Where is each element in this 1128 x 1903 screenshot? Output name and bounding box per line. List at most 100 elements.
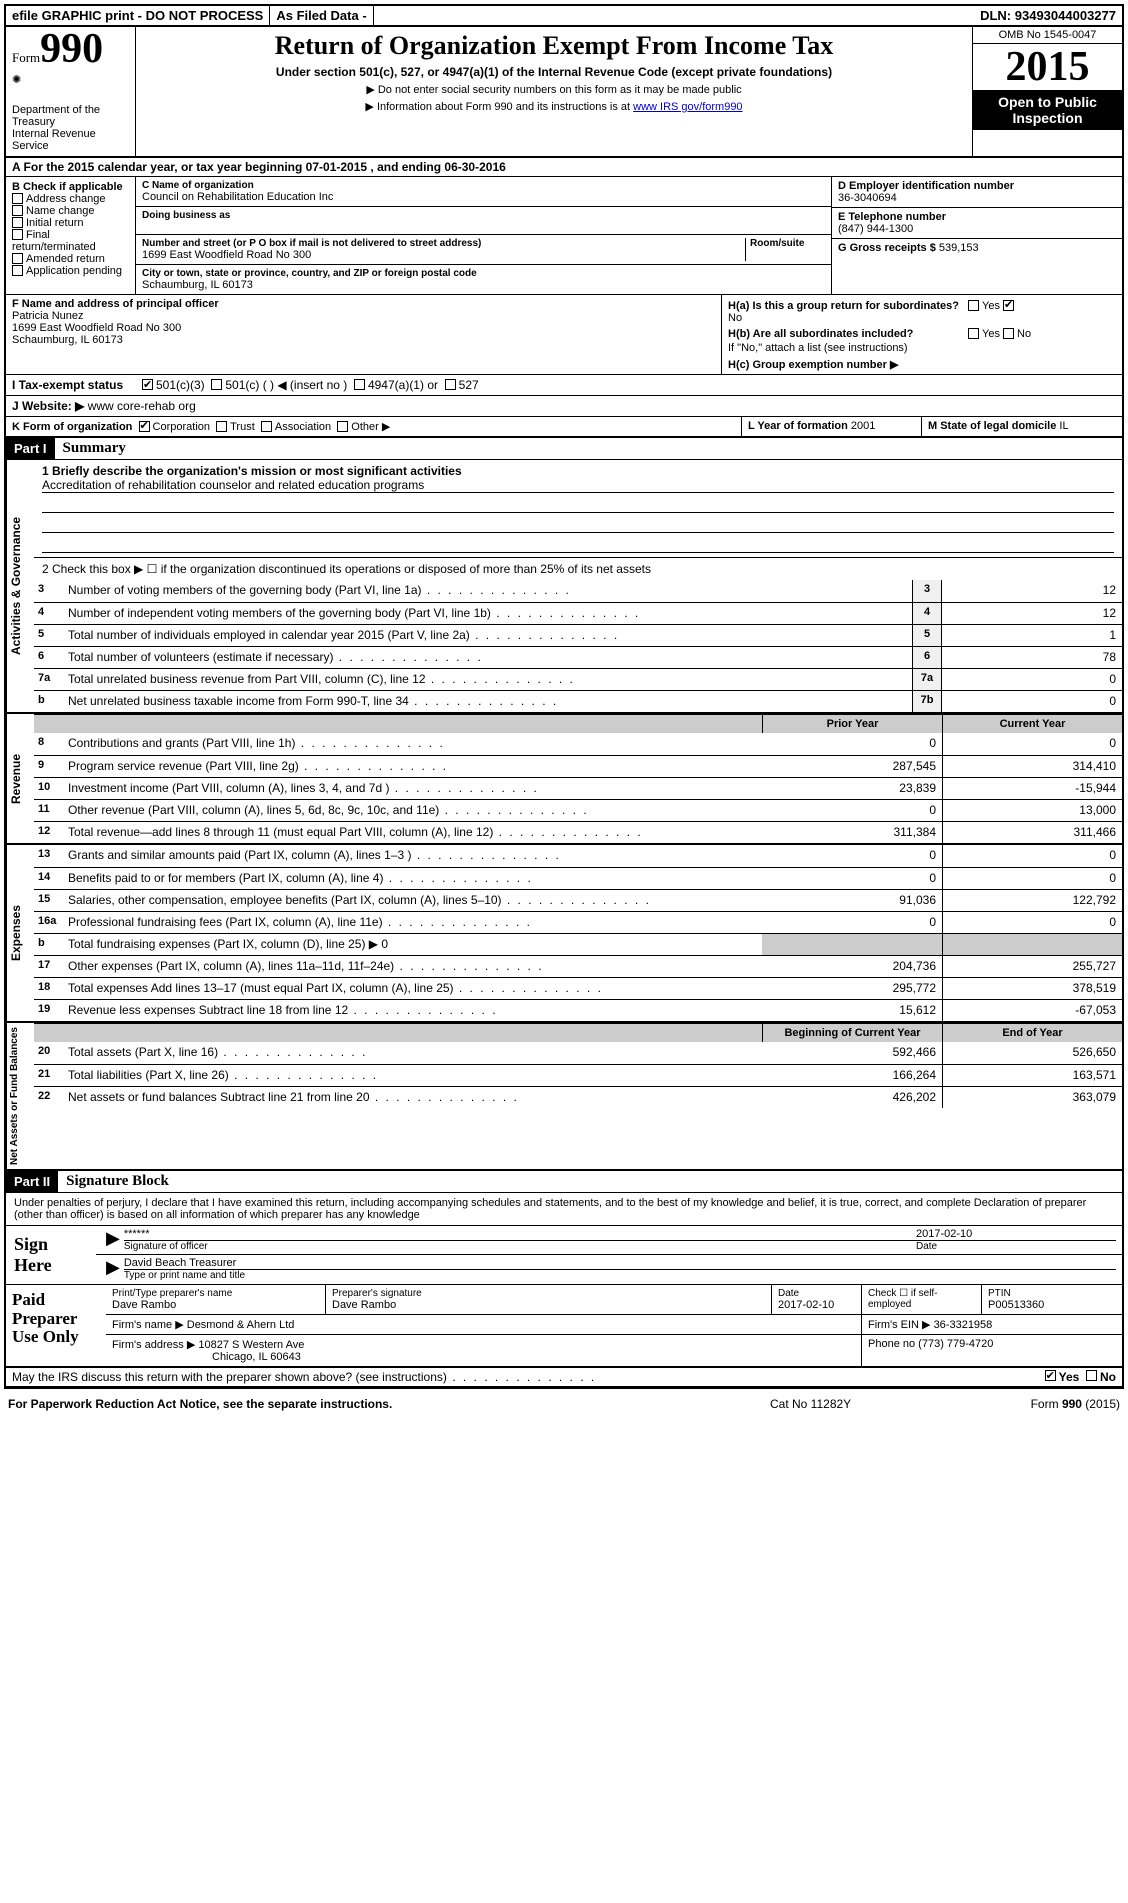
chk-final-return[interactable] [12, 229, 23, 240]
m-value: IL [1059, 420, 1068, 432]
self-employed-label: Check ☐ if self-employed [868, 1288, 975, 1310]
paid-preparer-block: Paid Preparer Use Only Print/Type prepar… [6, 1285, 1122, 1368]
chk-trust[interactable] [216, 421, 227, 432]
line-num: 12 [34, 822, 64, 843]
row-klm: K Form of organization Corporation Trust… [6, 417, 1122, 438]
irs-link[interactable]: www IRS gov/form990 [633, 101, 742, 113]
line-prior [762, 934, 942, 955]
col-b-head: B Check if applicable [12, 181, 129, 193]
room-label: Room/suite [750, 238, 825, 249]
line-desc: Number of voting members of the governin… [64, 580, 912, 602]
form-ref: Form 990 (2015) [970, 1397, 1120, 1411]
chk-ha-no[interactable] [1003, 300, 1014, 311]
chk-4947[interactable] [354, 379, 365, 390]
row-a-pre: A For the 2015 calendar year, or tax yea… [12, 160, 306, 174]
line-num: 21 [34, 1065, 64, 1086]
row-a-end: 06-30-2016 [444, 160, 505, 174]
chk-application-pending[interactable] [12, 265, 23, 276]
line-1-mission: 1 Briefly describe the organization's mi… [34, 460, 1122, 557]
line-num: 20 [34, 1042, 64, 1064]
org-name: Council on Rehabilitation Education Inc [142, 191, 825, 203]
officer-name: Patricia Nunez [12, 310, 715, 322]
line-prior: 15,612 [762, 1000, 942, 1021]
row-a-begin: 07-01-2015 [306, 160, 367, 174]
part-ii-tag: Part II [6, 1171, 58, 1192]
hc-label: H(c) Group exemption number ▶ [728, 358, 1116, 371]
chk-hb-no[interactable] [1003, 328, 1014, 339]
chk-initial-return[interactable] [12, 217, 23, 228]
line-current: 0 [942, 733, 1122, 755]
chk-discuss-no[interactable] [1086, 1370, 1097, 1381]
firm-ein: 36-3321958 [934, 1319, 993, 1331]
chk-amended-return[interactable] [12, 253, 23, 264]
col-h-group: H(a) Is this a group return for subordin… [722, 295, 1122, 374]
summary-line: 7aTotal unrelated business revenue from … [34, 668, 1122, 690]
chk-discuss-yes[interactable] [1045, 1370, 1056, 1381]
firm-addr1: 10827 S Western Ave [198, 1339, 304, 1351]
page-footer: For Paperwork Reduction Act Notice, see … [0, 1393, 1128, 1415]
summary-line: 15Salaries, other compensation, employee… [34, 889, 1122, 911]
lbl-discuss-yes: Yes [1059, 1370, 1080, 1384]
chk-assoc[interactable] [261, 421, 272, 432]
na-head-end: End of Year [942, 1024, 1122, 1042]
m-label: M State of legal domicile [928, 420, 1056, 432]
lbl-address-change: Address change [26, 193, 106, 205]
chk-501c[interactable] [211, 379, 222, 390]
dln-label: DLN: [980, 8, 1011, 23]
line-prior: 287,545 [762, 756, 942, 777]
lbl-assoc: Association [275, 421, 331, 433]
hb-note: If "No," attach a list (see instructions… [728, 342, 1116, 354]
line-desc: Total unrelated business revenue from Pa… [64, 669, 912, 690]
line-num: 5 [34, 625, 64, 646]
line-num: 3 [34, 580, 64, 602]
summary-line: 6Total number of volunteers (estimate if… [34, 646, 1122, 668]
lbl-initial-return: Initial return [26, 217, 83, 229]
phone-label: E Telephone number [838, 211, 1116, 223]
chk-501c3[interactable] [142, 379, 153, 390]
chk-ha-yes[interactable] [968, 300, 979, 311]
sign-date: 2017-02-10 [916, 1228, 1116, 1240]
website-label: J Website: ▶ [12, 399, 84, 413]
line-prior: 592,466 [762, 1042, 942, 1064]
line-desc: Total number of individuals employed in … [64, 625, 912, 646]
line-key: 6 [912, 647, 942, 668]
k-label: K Form of organization [12, 421, 132, 433]
lbl-501c: 501(c) ( ) ◀ (insert no ) [225, 378, 347, 392]
line-num: 19 [34, 1000, 64, 1021]
signature-label: Signature of officer [124, 1240, 916, 1252]
gross-value: 539,153 [939, 242, 979, 254]
rev-head-prior: Prior Year [762, 715, 942, 733]
header-left: Form990 ✺ Department of the Treasury Int… [6, 27, 136, 156]
lbl-name-change: Name change [26, 205, 95, 217]
prep-name-label: Print/Type preparer's name [112, 1288, 319, 1299]
may-irs-discuss: May the IRS discuss this return with the… [6, 1368, 1122, 1387]
top-bar: efile GRAPHIC print - DO NOT PROCESS As … [6, 6, 1122, 27]
section-revenue: Revenue Prior Year Current Year 8Contrib… [6, 714, 1122, 845]
line-num: 17 [34, 956, 64, 977]
chk-527[interactable] [445, 379, 456, 390]
summary-line: 16aProfessional fundraising fees (Part I… [34, 911, 1122, 933]
chk-hb-yes[interactable] [968, 328, 979, 339]
line-val: 12 [942, 580, 1122, 602]
summary-line: 3Number of voting members of the governi… [34, 580, 1122, 602]
may-irs-text: May the IRS discuss this return with the… [12, 1370, 1045, 1384]
chk-name-change[interactable] [12, 205, 23, 216]
sign-here-block: Sign Here ▶ ****** Signature of officer … [6, 1226, 1122, 1285]
sign-word: Sign [14, 1234, 88, 1255]
signature-stars: ****** [124, 1228, 916, 1240]
summary-line: 5Total number of individuals employed in… [34, 624, 1122, 646]
line-prior: 0 [762, 845, 942, 867]
cat-no: Cat No 11282Y [770, 1397, 970, 1411]
chk-other[interactable] [337, 421, 348, 432]
exempt-label: I Tax-exempt status [12, 378, 142, 392]
officer-label: F Name and address of principal officer [12, 298, 715, 310]
summary-line: 10Investment income (Part VIII, column (… [34, 777, 1122, 799]
line-desc: Program service revenue (Part VIII, line… [64, 756, 762, 777]
chk-address-change[interactable] [12, 193, 23, 204]
summary-line: 4Number of independent voting members of… [34, 602, 1122, 624]
line-current: 255,727 [942, 956, 1122, 977]
line-desc: Other revenue (Part VIII, column (A), li… [64, 800, 762, 821]
preparer-word: Preparer [12, 1310, 100, 1329]
chk-corp[interactable] [139, 421, 150, 432]
paperwork-notice: For Paperwork Reduction Act Notice, see … [8, 1397, 770, 1411]
